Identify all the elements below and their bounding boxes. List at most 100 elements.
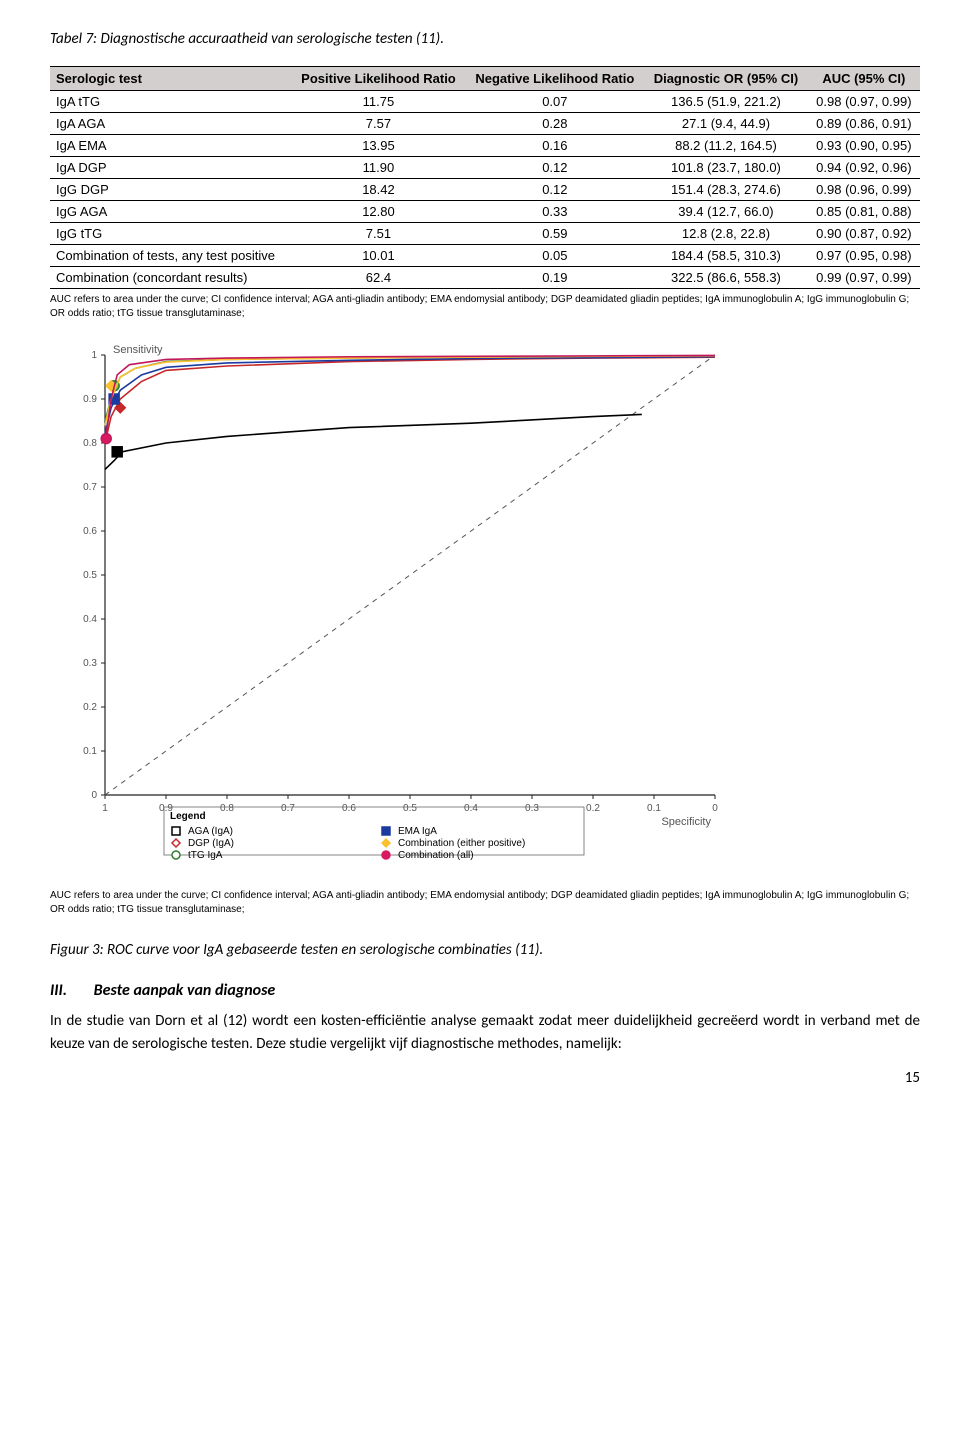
table-cell: 0.59 [466,223,645,245]
table-row: IgA DGP11.900.12101.8 (23.7, 180.0)0.94 … [50,157,920,179]
svg-text:0.7: 0.7 [83,482,97,493]
serologic-test-table: Serologic test Positive Likelihood Ratio… [50,66,920,289]
table-cell: 136.5 (51.9, 221.2) [644,91,808,113]
table-cell: 0.85 (0.81, 0.88) [808,201,920,223]
th-test: Serologic test [50,67,291,91]
body-paragraph: In de studie van Dorn et al (12) wordt e… [50,1010,920,1057]
table-cell: IgA AGA [50,113,291,135]
table-cell: 11.90 [291,157,465,179]
svg-text:DGP (IgA): DGP (IgA) [188,838,234,849]
roc-chart: 0 0.1 0.2 0.3 0.4 0.5 0.6 0.7 0.8 0.9 1 Sensitivity… [50,341,730,881]
svg-text:0.1: 0.1 [647,803,661,814]
svg-text:0.3: 0.3 [83,658,97,669]
table-cell: Combination (concordant results) [50,267,291,289]
table-cell: 0.94 (0.92, 0.96) [808,157,920,179]
th-plr: Positive Likelihood Ratio [291,67,465,91]
table-cell: 0.99 (0.97, 0.99) [808,267,920,289]
table-cell: 39.4 (12.7, 66.0) [644,201,808,223]
table-cell: 62.4 [291,267,465,289]
table-cell: 12.80 [291,201,465,223]
svg-text:0.7: 0.7 [281,803,295,814]
table-cell: 0.90 (0.87, 0.92) [808,223,920,245]
section-roman: III. [50,981,90,1000]
table-row: IgG AGA12.800.3339.4 (12.7, 66.0)0.85 (0… [50,201,920,223]
th-nlr: Negative Likelihood Ratio [466,67,645,91]
table-cell: IgG AGA [50,201,291,223]
chart-footnote: AUC refers to area under the curve; CI c… [50,889,920,917]
table-cell: 0.19 [466,267,645,289]
svg-text:Combination (all): Combination (all) [398,850,474,861]
table-cell: 151.4 (28.3, 274.6) [644,179,808,201]
table-cell: 0.07 [466,91,645,113]
table-cell: 11.75 [291,91,465,113]
table-cell: IgA tTG [50,91,291,113]
svg-text:0: 0 [91,790,97,801]
svg-text:0.6: 0.6 [83,526,97,537]
svg-text:Combination (either positive): Combination (either positive) [398,838,525,849]
svg-text:0.1: 0.1 [83,746,97,757]
page-number: 15 [50,1069,920,1087]
table-cell: 0.98 (0.96, 0.99) [808,179,920,201]
table-cell: IgG tTG [50,223,291,245]
table-cell: 7.51 [291,223,465,245]
svg-text:Sensitivity: Sensitivity [113,344,163,356]
svg-text:1: 1 [102,803,108,814]
svg-text:0.9: 0.9 [83,394,97,405]
table-cell: 0.28 [466,113,645,135]
table-cell: IgG DGP [50,179,291,201]
table-cell: IgA EMA [50,135,291,157]
table-cell: Combination of tests, any test positive [50,245,291,267]
table-row: IgA EMA13.950.1688.2 (11.2, 164.5)0.93 (… [50,135,920,157]
table-cell: 10.01 [291,245,465,267]
table-caption: Tabel 7: Diagnostische accuraatheid van … [50,30,920,48]
table-cell: 13.95 [291,135,465,157]
table-cell: 7.57 [291,113,465,135]
table-row: IgG tTG7.510.5912.8 (2.8, 22.8)0.90 (0.8… [50,223,920,245]
svg-text:0.2: 0.2 [586,803,600,814]
svg-text:0.8: 0.8 [83,438,97,449]
svg-text:0: 0 [712,803,718,814]
svg-text:1: 1 [91,350,97,361]
table-cell: 18.42 [291,179,465,201]
table-cell: 184.4 (58.5, 310.3) [644,245,808,267]
table-cell: 0.97 (0.95, 0.98) [808,245,920,267]
table-cell: 101.8 (23.7, 180.0) [644,157,808,179]
table-row: Combination of tests, any test positive1… [50,245,920,267]
table-cell: 0.12 [466,179,645,201]
table-cell: 0.33 [466,201,645,223]
svg-text:0.8: 0.8 [220,803,234,814]
table-cell: 0.16 [466,135,645,157]
figure-caption: Figuur 3: ROC curve voor IgA gebaseerde … [50,941,920,959]
table-cell: 0.98 (0.97, 0.99) [808,91,920,113]
table-row: Combination (concordant results)62.40.19… [50,267,920,289]
svg-text:Legend: Legend [170,811,206,822]
table-row: IgA tTG11.750.07136.5 (51.9, 221.2)0.98 … [50,91,920,113]
table-cell: 12.8 (2.8, 22.8) [644,223,808,245]
table-cell: 27.1 (9.4, 44.9) [644,113,808,135]
svg-text:0.6: 0.6 [342,803,356,814]
svg-text:0.4: 0.4 [83,614,97,625]
svg-text:Specificity: Specificity [661,816,711,828]
table-footnote: AUC refers to area under the curve; CI c… [50,293,920,321]
svg-text:0.4: 0.4 [464,803,478,814]
svg-text:tTG IgA: tTG IgA [188,850,223,861]
svg-text:0.3: 0.3 [525,803,539,814]
svg-text:0.5: 0.5 [83,570,97,581]
section-title: Beste aanpak van diagnose [94,981,276,1000]
section-heading: III. Beste aanpak van diagnose [50,981,920,1000]
table-row: IgA AGA7.570.2827.1 (9.4, 44.9)0.89 (0.8… [50,113,920,135]
table-cell: 88.2 (11.2, 164.5) [644,135,808,157]
svg-text:AGA (IgA): AGA (IgA) [188,826,233,837]
svg-text:0.5: 0.5 [403,803,417,814]
th-auc: AUC (95% CI) [808,67,920,91]
th-or: Diagnostic OR (95% CI) [644,67,808,91]
table-cell: 0.93 (0.90, 0.95) [808,135,920,157]
table-cell: 0.05 [466,245,645,267]
svg-text:0.2: 0.2 [83,702,97,713]
table-cell: 322.5 (86.6, 558.3) [644,267,808,289]
table-row: IgG DGP18.420.12151.4 (28.3, 274.6)0.98 … [50,179,920,201]
table-cell: IgA DGP [50,157,291,179]
svg-text:EMA IgA: EMA IgA [398,826,437,837]
table-cell: 0.12 [466,157,645,179]
table-cell: 0.89 (0.86, 0.91) [808,113,920,135]
